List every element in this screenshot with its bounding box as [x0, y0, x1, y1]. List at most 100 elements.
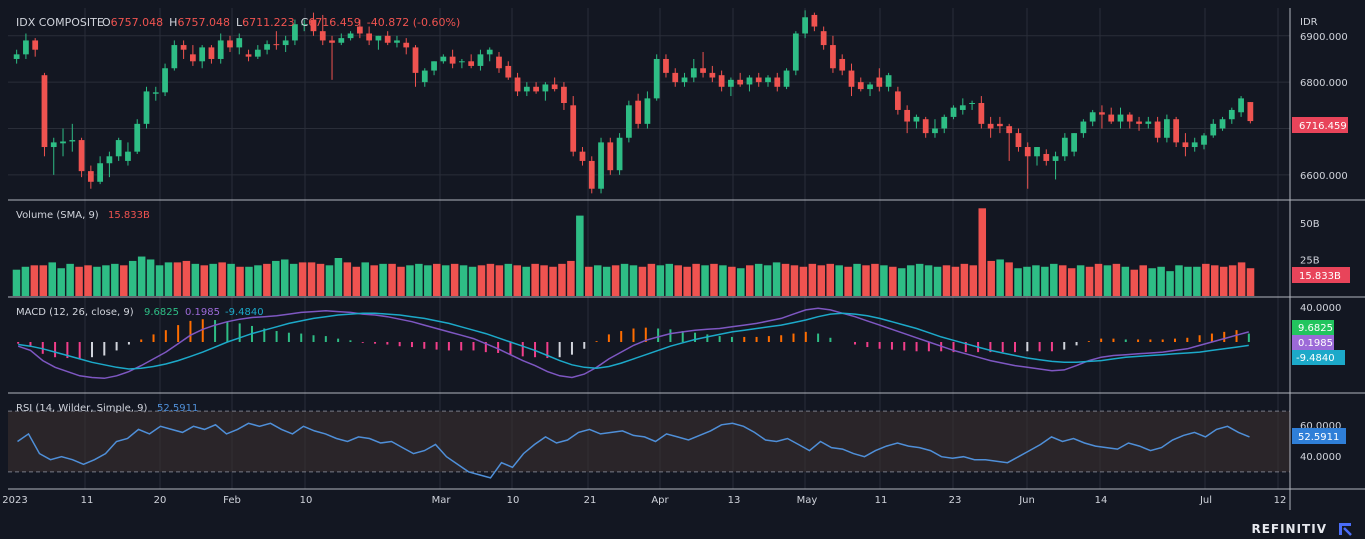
volume-bar: [182, 260, 191, 296]
time-axis-label: 13: [728, 495, 741, 506]
volume-bar: [745, 265, 754, 296]
volume-bar: [924, 265, 933, 296]
volume-bar: [334, 258, 343, 296]
candle-body: [50, 142, 57, 148]
candle-body: [496, 56, 502, 69]
candle-body: [894, 91, 901, 110]
rsi-value: 52.5911: [157, 403, 198, 414]
volume-bars: [12, 208, 1255, 296]
candle-body: [41, 75, 48, 148]
volume-value: 15.833B: [108, 210, 150, 221]
volume-bar: [111, 263, 119, 296]
time-axis-label: 11: [875, 495, 888, 506]
candle-body: [1080, 121, 1087, 134]
candle-body: [690, 68, 697, 78]
volume-bar: [906, 265, 915, 296]
candle-body: [32, 40, 39, 50]
close-label: C: [301, 16, 309, 29]
candle-body: [282, 40, 289, 46]
volume-bar: [1237, 262, 1246, 296]
candle-body: [1191, 142, 1198, 148]
volume-bar: [370, 265, 378, 296]
volume-bar: [737, 268, 745, 296]
candle-body: [412, 47, 419, 73]
volume-bar: [146, 259, 155, 296]
price-tick-label: 6800.000: [1300, 78, 1348, 89]
volume-bar: [683, 266, 691, 296]
volume-bar: [513, 265, 522, 296]
time-axis-label: 11: [81, 495, 94, 506]
volume-bar: [826, 263, 834, 296]
volume-bar: [719, 265, 727, 296]
volume-bar: [808, 263, 817, 296]
candle-body: [737, 79, 744, 85]
candle-body: [1145, 121, 1152, 124]
volume-bar: [1184, 266, 1192, 296]
volume-bar: [915, 263, 924, 296]
price-tick-label: 6900.000: [1300, 32, 1348, 43]
macd-tag-macd-bg: [1292, 335, 1334, 350]
volume-bar: [692, 263, 700, 296]
volume-bar: [996, 259, 1004, 296]
price-tick-label: 6600.000: [1300, 171, 1348, 182]
candle-body: [505, 65, 512, 78]
candle-body: [199, 47, 206, 62]
volume-bar: [620, 263, 629, 296]
volume-bar: [871, 263, 879, 296]
volume-bar: [611, 265, 620, 296]
volume-bar: [549, 266, 557, 296]
candle-body: [830, 45, 836, 69]
volume-bar: [942, 265, 951, 296]
candle-body: [449, 56, 456, 64]
volume-bar: [236, 266, 244, 296]
volume-bar: [629, 265, 638, 296]
volume-bar: [102, 265, 110, 296]
macd-tag-signal: -9.4840: [1296, 353, 1335, 364]
candle-body: [180, 45, 187, 50]
volume-bar: [263, 263, 271, 296]
volume-tick-label: 25B: [1300, 255, 1320, 266]
volume-bar: [790, 265, 799, 296]
candle-body: [997, 123, 1003, 127]
volume-bar: [272, 260, 280, 296]
volume-bar: [1121, 266, 1130, 296]
volume-bar: [1023, 266, 1031, 296]
low-value: 6711.223: [242, 16, 295, 29]
volume-bar: [1193, 266, 1201, 296]
time-axis-label: 2023: [2, 495, 27, 506]
rsi-tick-60: 60.0000: [1300, 421, 1341, 432]
candle-body: [969, 103, 975, 104]
volume-bar: [343, 262, 352, 296]
volume-bar: [191, 263, 200, 296]
volume-bar: [39, 265, 48, 296]
candle-body: [329, 40, 335, 43]
candle-body: [783, 70, 790, 87]
macd-signal-line: [18, 312, 1249, 370]
candle-body: [867, 84, 873, 90]
volume-bar: [1067, 268, 1076, 296]
time-axis-label: May: [797, 495, 818, 506]
macd-signal-value: -9.4840: [225, 307, 264, 318]
candle-body: [635, 100, 642, 124]
volume-bar: [307, 262, 316, 296]
rsi-last-tag-bg: [1292, 428, 1346, 444]
candle-body: [987, 123, 994, 129]
volume-bar: [898, 268, 906, 296]
candle-body: [1182, 142, 1189, 148]
volume-bar: [495, 265, 504, 296]
volume-bar: [504, 263, 513, 296]
candle-body: [143, 91, 150, 124]
volume-bar: [289, 263, 298, 296]
volume-bar: [30, 265, 39, 296]
volume-bar: [1246, 268, 1255, 296]
candle-body: [1099, 112, 1105, 115]
candle-body: [718, 75, 725, 87]
time-axis-label: Jun: [1018, 495, 1035, 506]
candle-body: [1154, 121, 1161, 138]
candle-body: [700, 68, 706, 73]
price-last-tag-bg: [1292, 117, 1348, 133]
volume-bar: [415, 263, 423, 296]
volume-bar: [665, 263, 674, 296]
volume-bar: [1076, 265, 1085, 296]
